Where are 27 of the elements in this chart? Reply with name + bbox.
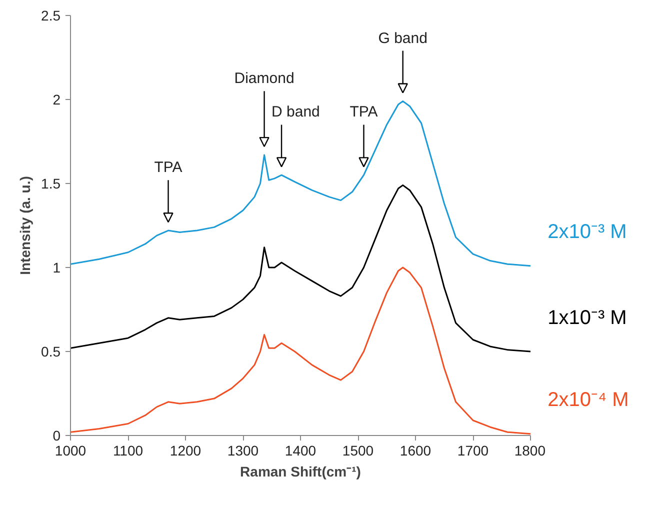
y-tick-label: 0.5 [41, 344, 61, 360]
y-axis-title: Intensity (a. u.) [17, 176, 34, 275]
series-label: 2x10⁻⁴ M [548, 389, 629, 412]
annotation: D band [272, 104, 320, 121]
series-label: 2x10⁻³ M [548, 221, 627, 244]
annotation: TPA [154, 159, 182, 176]
y-tick-label: 0 [52, 428, 61, 444]
y-tick-label: 1 [52, 260, 61, 276]
series-label: 1x10⁻³ M [548, 306, 627, 329]
y-tick-label: 2.5 [41, 8, 61, 24]
x-tick-label: 1600 [400, 442, 432, 458]
y-tick-label: 2 [52, 92, 61, 108]
x-tick-label: 1800 [514, 442, 546, 458]
y-tick-label: 1.5 [41, 176, 61, 192]
x-axis-title: Raman Shift(cm⁻¹) [240, 464, 361, 480]
annotation: Diamond [234, 70, 294, 88]
x-tick-label: 1700 [457, 442, 489, 458]
x-tick-label: 1400 [284, 442, 316, 458]
x-tick-label: 1000 [54, 442, 86, 458]
x-tick-label: 1500 [342, 442, 374, 458]
line-series [70, 184, 530, 352]
annotation: TPA [350, 104, 378, 121]
x-tick-label: 1100 [112, 442, 144, 458]
annotation: G band [378, 30, 428, 47]
line-series [70, 100, 530, 267]
x-tick-label: 1200 [170, 442, 202, 458]
x-tick-label: 1300 [227, 442, 259, 458]
